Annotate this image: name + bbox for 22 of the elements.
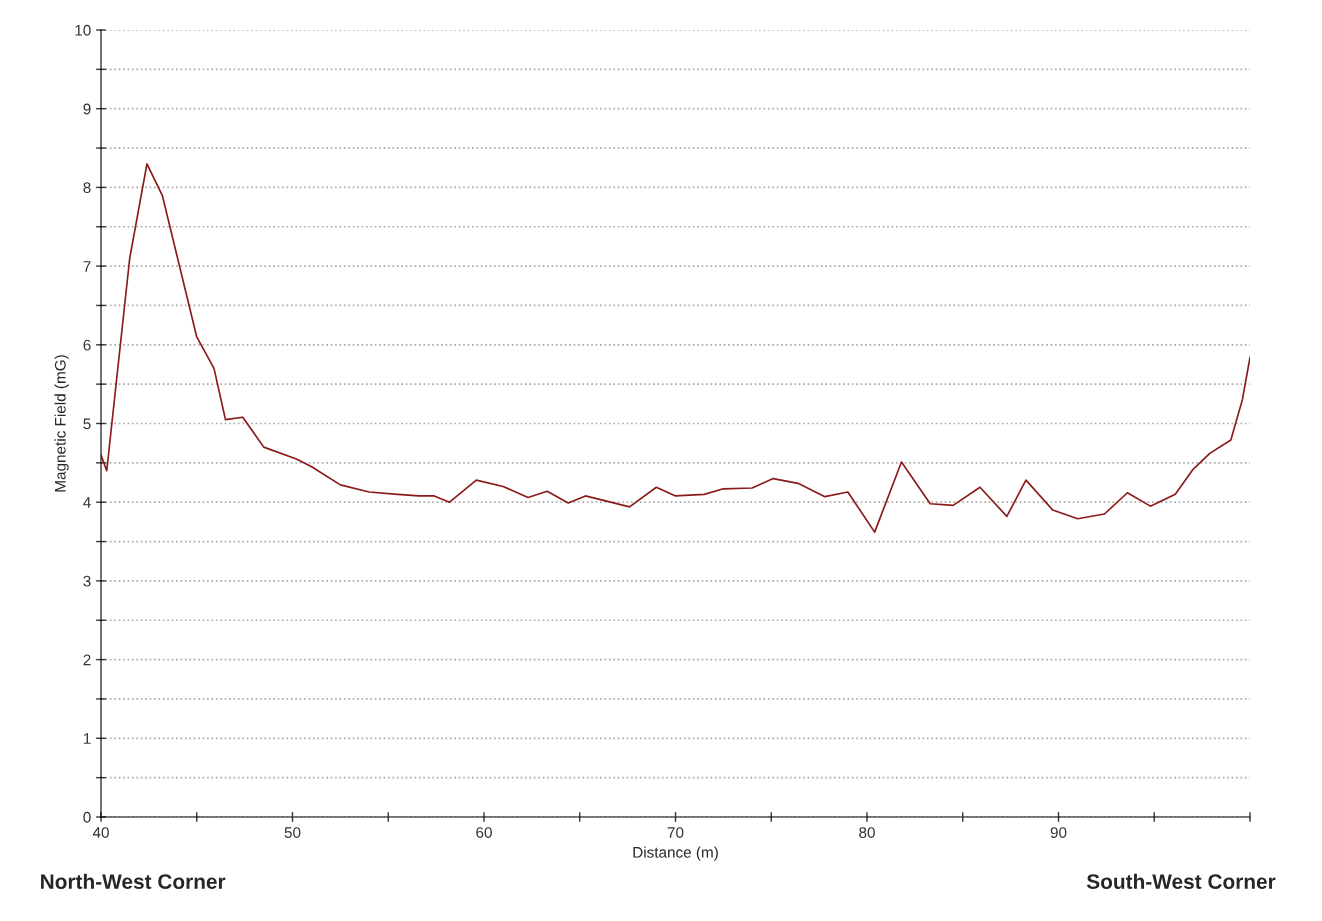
y-tick-label: 10: [75, 24, 91, 36]
x-axis-title: Distance (m): [633, 846, 718, 861]
y-tick-label: 2: [83, 654, 91, 666]
y-tick-label: 3: [83, 575, 91, 587]
y-tick-label: 6: [83, 339, 91, 351]
x-tick-label: 60: [476, 827, 492, 838]
x-tick-label: 90: [1050, 827, 1067, 838]
x-tick-label: 80: [859, 827, 875, 838]
y-tick-label: 0: [83, 811, 91, 823]
text: South-West Corner: [1086, 873, 1276, 889]
y-axis-title: Magnetic Field (mG): [54, 355, 69, 492]
y-tick-label: 9: [83, 103, 91, 115]
x-tick-label: 50: [284, 827, 301, 838]
y-tick-label: 4: [83, 497, 91, 508]
y-tick-label: 8: [83, 182, 91, 194]
y-tick-label: 1: [83, 733, 91, 744]
y-tick-label: 5: [83, 418, 91, 430]
x-tick-label: 70: [667, 827, 684, 838]
line-series: [101, 162, 1250, 533]
x-tick-label: 40: [92, 827, 109, 838]
y-tick-label: 7: [83, 261, 91, 272]
text: North-West Corner: [41, 873, 226, 889]
